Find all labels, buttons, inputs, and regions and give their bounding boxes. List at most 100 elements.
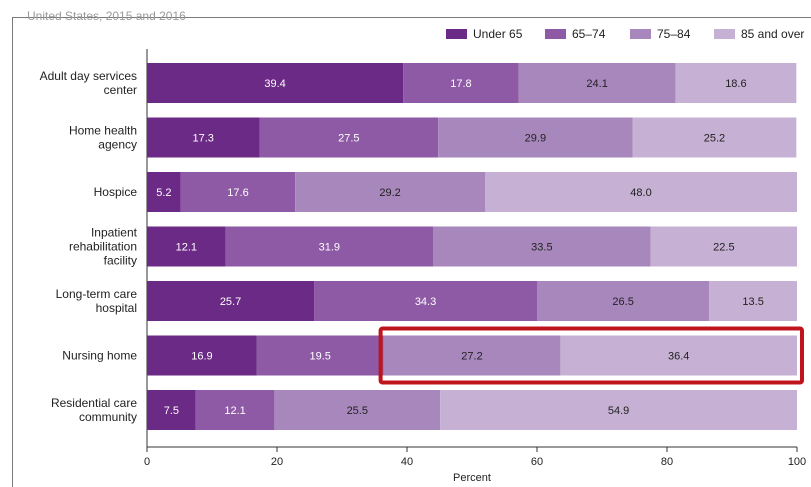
value-label: 17.6: [227, 187, 248, 199]
category-label: agency: [98, 138, 137, 152]
x-axis-title: Percent: [453, 472, 491, 483]
bar-inpatient-rehabilitation-facility-65-74: [225, 226, 433, 267]
legend-label: 85 and over: [741, 27, 804, 41]
value-label: 26.5: [612, 296, 633, 308]
bar-residential-care-community-85-and-over: [440, 390, 797, 430]
x-tick-label: 0: [144, 456, 150, 468]
bar-group-hospice: Hospice 5.2 17.6 29.2 48.0: [94, 172, 797, 212]
legend-swatch: [714, 29, 735, 39]
value-label: 16.9: [191, 351, 212, 363]
bar-nursing-home-85-and-over: [560, 335, 797, 376]
bar-adult-day-services-center-under-65: [147, 63, 404, 103]
bar-home-health-agency-85-and-over: [632, 117, 797, 158]
value-label: 48.0: [630, 187, 651, 199]
legend-swatch: [630, 29, 651, 39]
bar-long-term-care-hospital-85-and-over: [709, 281, 797, 321]
bar-inpatient-rehabilitation-facility-75-84: [433, 226, 651, 267]
value-label: 18.6: [725, 78, 746, 90]
category-label: community: [79, 410, 137, 424]
value-label: 25.2: [704, 133, 725, 145]
bar-adult-day-services-center-65-74: [403, 63, 519, 103]
bar-long-term-care-hospital-75-84: [537, 281, 710, 321]
value-label: 17.8: [450, 78, 471, 90]
value-label: 25.7: [220, 296, 241, 308]
value-label: 39.4: [264, 78, 285, 90]
value-label: 54.9: [608, 405, 629, 417]
bar-adult-day-services-center-75-84: [518, 63, 676, 103]
x-tick-label: 40: [401, 456, 413, 468]
value-label: 36.4: [668, 351, 689, 363]
value-label: 25.5: [347, 405, 368, 417]
value-label: 29.2: [379, 187, 400, 199]
value-label: 5.2: [156, 187, 171, 199]
bar-home-health-agency-65-74: [259, 117, 439, 158]
value-label: 22.5: [713, 242, 734, 254]
bar-group-nursing-home: Nursing home 16.9 19.5 27.2 36.4: [62, 335, 797, 376]
value-label: 13.5: [742, 296, 763, 308]
x-tick-label: 20: [271, 456, 283, 468]
legend-item-85-and-over: 85 and over: [714, 27, 804, 41]
highlight-box: [378, 326, 804, 385]
x-tick-label: 80: [661, 456, 673, 468]
legend: Under 65 65–74 75–84 85 and over: [446, 27, 804, 41]
x-tick-label: 100: [788, 456, 806, 468]
value-label: 19.5: [310, 351, 331, 363]
value-label: 31.9: [319, 242, 340, 254]
legend-swatch: [446, 29, 467, 39]
category-label: Residential care: [51, 396, 137, 410]
bar-long-term-care-hospital-65-74: [314, 281, 537, 321]
bar-hospice-under-65: [147, 172, 181, 212]
bar-residential-care-community-75-84: [274, 390, 441, 430]
top-caption: United States, 2015 and 2016: [27, 9, 186, 23]
bar-nursing-home-75-84: [383, 335, 561, 376]
category-label: Inpatient: [91, 226, 138, 240]
legend-label: 75–84: [657, 27, 691, 41]
bar-nursing-home-under-65: [147, 335, 257, 376]
legend-item-under-65: Under 65: [446, 27, 523, 41]
bar-home-health-agency-75-84: [438, 117, 633, 158]
legend-swatch: [545, 29, 566, 39]
legend-label: Under 65: [473, 27, 523, 41]
category-label: Home health: [69, 124, 137, 138]
value-label: 33.5: [531, 242, 552, 254]
category-label: rehabilitation: [69, 240, 137, 254]
category-label: center: [104, 83, 137, 97]
value-label: 34.3: [415, 296, 436, 308]
value-label: 7.5: [164, 405, 179, 417]
category-label: Adult day services: [40, 69, 137, 83]
bar-home-health-agency-under-65: [147, 117, 260, 158]
value-label: 24.1: [586, 78, 607, 90]
bar-adult-day-services-center-85-and-over: [675, 63, 797, 103]
category-label: Long-term care: [56, 287, 138, 301]
bar-nursing-home-65-74: [256, 335, 384, 376]
bar-residential-care-community-65-74: [195, 390, 275, 430]
bar-inpatient-rehabilitation-facility-85-and-over: [650, 226, 797, 267]
category-label: Hospice: [94, 185, 138, 199]
value-label: 12.1: [224, 405, 245, 417]
x-axis: 0 20 40 60 80 100 Percent: [144, 446, 806, 483]
highlight-layer: [378, 326, 804, 385]
category-label: facility: [104, 254, 137, 268]
bar-hospice-75-84: [295, 172, 485, 212]
chart-frame: United States, 2015 and 2016: [12, 9, 811, 487]
bar-inpatient-rehabilitation-facility-under-65: [147, 226, 226, 267]
value-label: 27.5: [338, 133, 359, 145]
value-label: 17.3: [193, 133, 214, 145]
category-label: hospital: [96, 301, 137, 315]
value-label: 29.9: [525, 133, 546, 145]
bar-hospice-65-74: [180, 172, 296, 212]
bar-residential-care-community-under-65: [147, 390, 196, 430]
value-label: 27.2: [461, 351, 482, 363]
value-label: 12.1: [176, 242, 197, 254]
legend-label: 65–74: [572, 27, 606, 41]
category-label: Nursing home: [62, 349, 137, 363]
bar-hospice-85-and-over: [485, 172, 797, 212]
bar-long-term-care-hospital-under-65: [147, 281, 315, 321]
